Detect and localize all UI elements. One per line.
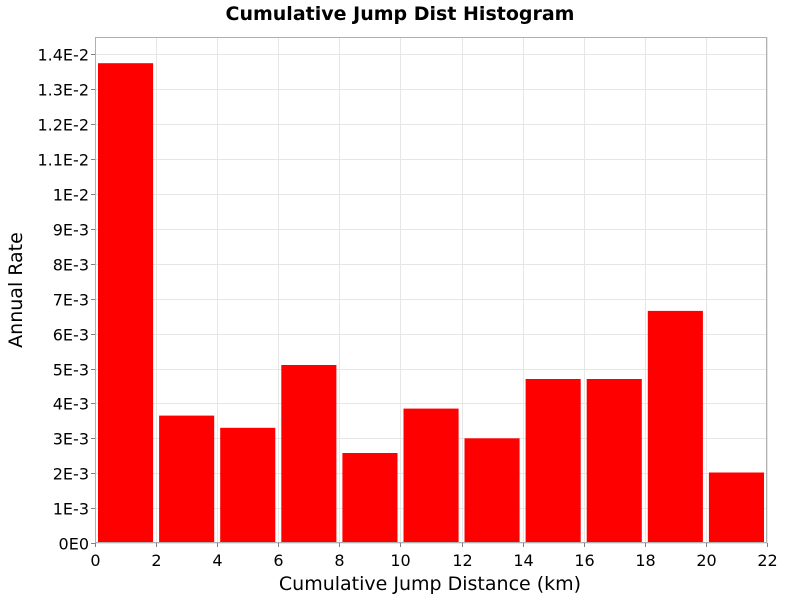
y-tick-label: 7E-3: [53, 291, 89, 310]
bar-7: [525, 379, 581, 543]
x-tick-label: 16: [574, 551, 594, 570]
bar-1: [159, 415, 215, 543]
y-tick-label: 1.4E-2: [37, 46, 89, 65]
y-tick-label: 1E-3: [53, 500, 89, 519]
y-tick-label: 1.1E-2: [37, 151, 89, 170]
y-tick-label: 8E-3: [53, 256, 89, 275]
bar-4: [342, 453, 398, 543]
x-tick-label: 4: [212, 551, 222, 570]
x-tick-label: 2: [151, 551, 161, 570]
y-tick-label: 5E-3: [53, 361, 89, 380]
y-tick-label: 1.3E-2: [37, 81, 89, 100]
y-axis-label: Annual Rate: [5, 232, 27, 348]
x-axis-label: Cumulative Jump Distance (km): [279, 573, 581, 595]
x-tick-label: 6: [273, 551, 283, 570]
bar-2: [220, 427, 276, 543]
plot-frame: [95, 37, 767, 543]
y-tick-label: 0E0: [59, 535, 89, 554]
x-tick-label: 20: [696, 551, 716, 570]
bars: [98, 63, 764, 543]
chart-title: Cumulative Jump Dist Histogram: [226, 3, 575, 25]
x-tick-label: 0: [90, 551, 100, 570]
bar-9: [647, 310, 703, 543]
x-tick-label: 14: [513, 551, 533, 570]
x-tick-label: 10: [390, 551, 410, 570]
bar-6: [464, 438, 520, 543]
y-tick-label: 1E-2: [53, 186, 89, 205]
y-tick-label: 6E-3: [53, 326, 89, 345]
bar-0: [98, 63, 154, 543]
y-tick-label: 1.2E-2: [37, 116, 89, 135]
y-axis-ticks: 0E0 1E-3 2E-3 3E-3 4E-3 5E-3 6E-3 7E-3 8E-3 9E-3 1…: [37, 46, 95, 554]
x-tick-label: 8: [334, 551, 344, 570]
y-tick-label: 2E-3: [53, 465, 89, 484]
bar-8: [586, 379, 642, 543]
x-axis-ticks: 0 2 4 6 8 10 12 14 16 18 20 22: [90, 543, 778, 570]
y-tick-label: 9E-3: [53, 221, 89, 240]
y-tick-label: 4E-3: [53, 395, 89, 414]
bar-3: [281, 365, 337, 543]
x-tick-label: 12: [452, 551, 472, 570]
x-tick-label: 22: [757, 551, 777, 570]
y-tick-label: 3E-3: [53, 430, 89, 449]
bar-10: [708, 472, 764, 543]
x-tick-label: 18: [635, 551, 655, 570]
bar-5: [403, 408, 459, 543]
